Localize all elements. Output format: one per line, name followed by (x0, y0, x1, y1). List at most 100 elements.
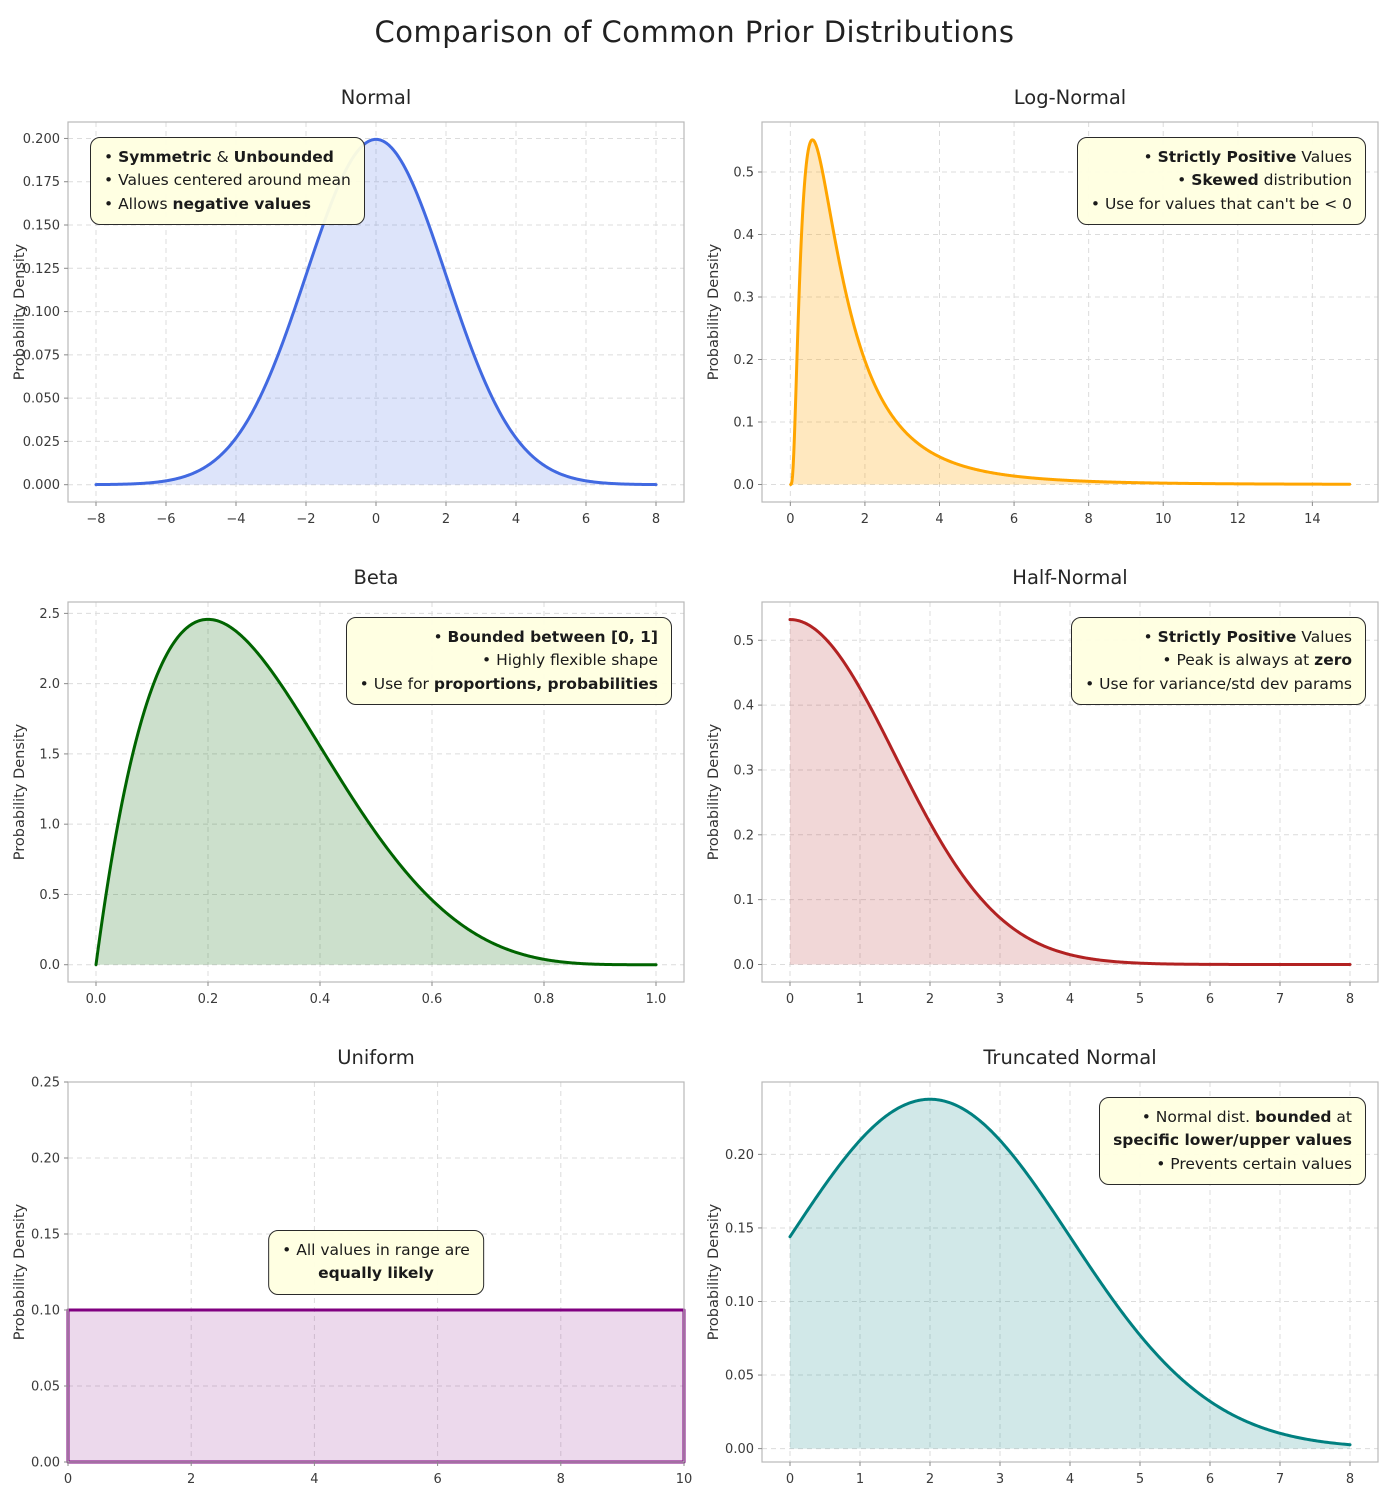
svg-text:7: 7 (1276, 992, 1284, 1007)
annotation-line: • Symmetric & Unbounded (104, 148, 334, 166)
svg-text:10: 10 (1155, 512, 1172, 527)
svg-text:0.1: 0.1 (733, 893, 754, 908)
figure-title: Comparison of Common Prior Distributions (374, 15, 1015, 49)
svg-text:0.000: 0.000 (23, 478, 60, 493)
svg-text:4: 4 (935, 512, 943, 527)
svg-text:2: 2 (442, 512, 450, 527)
svg-text:6: 6 (1206, 992, 1214, 1007)
svg-text:0.150: 0.150 (23, 219, 60, 234)
svg-text:2: 2 (861, 512, 869, 527)
y-axis-label: Probability Density (12, 243, 28, 381)
svg-text:0.00: 0.00 (725, 1442, 754, 1457)
svg-text:0.0: 0.0 (39, 958, 60, 973)
svg-text:0: 0 (372, 512, 380, 527)
svg-text:−4: −4 (226, 512, 245, 527)
subplot-title-half-normal: Half-Normal (1012, 566, 1128, 589)
svg-text:0.2: 0.2 (733, 353, 754, 368)
annotation-line: • Use for values that can't be < 0 (1090, 194, 1352, 213)
svg-text:2: 2 (926, 1472, 934, 1487)
svg-text:0.4: 0.4 (310, 992, 331, 1007)
truncated-normal-annotation-box: • Normal dist. bounded at specific lower/… (1099, 1097, 1366, 1185)
log-normal-annotation-box: • Strictly Positive Values • Skewed distr… (1076, 137, 1366, 225)
annotation-line: • Use for proportions, probabilities (359, 674, 658, 693)
svg-text:0.075: 0.075 (23, 348, 60, 363)
subplot-truncated-normal: Truncated Normal Probability Density 0 1 2… (694, 1024, 1388, 1504)
annotation-line: • Use for variance/std dev params (1085, 674, 1352, 693)
svg-text:−8: −8 (86, 512, 105, 527)
svg-text:0.10: 0.10 (31, 1304, 60, 1319)
svg-text:8: 8 (1085, 512, 1093, 527)
subplot-uniform: Uniform Probability Density 0 2 4 6 8 10 0.00 0… (0, 1024, 694, 1504)
svg-text:0: 0 (786, 512, 794, 527)
svg-text:0.5: 0.5 (39, 888, 60, 903)
subplot-title-beta: Beta (353, 566, 399, 589)
subplot-normal: Normal Probability Density −8 −6 −4 −2 0 2 4 6 8… (0, 64, 694, 544)
svg-text:2: 2 (926, 992, 934, 1007)
annotation-line: • Allows negative values (104, 194, 311, 213)
svg-text:4: 4 (1066, 992, 1074, 1007)
subplot-half-normal: Half-Normal Probability Density 0 1 2 3 4 5 6 7… (694, 544, 1388, 1024)
svg-text:0.05: 0.05 (31, 1380, 60, 1395)
svg-text:5: 5 (1136, 1472, 1144, 1487)
svg-text:8: 8 (652, 512, 660, 527)
y-axis-label: Probability Density (12, 1203, 28, 1341)
svg-text:1.0: 1.0 (646, 992, 667, 1007)
svg-text:4: 4 (512, 512, 520, 527)
svg-text:0.050: 0.050 (23, 392, 60, 407)
svg-text:0.025: 0.025 (23, 435, 60, 450)
uniform-annotation-box: • All values in range are equally likely (268, 1230, 484, 1295)
svg-text:0.5: 0.5 (733, 166, 754, 181)
subplot-title-log-normal: Log-Normal (1013, 86, 1127, 109)
y-axis-label: Probability Density (706, 723, 722, 861)
svg-text:0.1: 0.1 (733, 416, 754, 431)
y-axis-label: Probability Density (12, 723, 28, 861)
annotation-line: • Bounded between [0, 1] (433, 628, 658, 646)
svg-text:4: 4 (310, 1472, 318, 1487)
svg-text:0.05: 0.05 (725, 1369, 754, 1384)
beta-annotation-box: • Bounded between [0, 1] • Highly flexibl… (345, 617, 672, 705)
svg-text:0.0: 0.0 (733, 958, 754, 973)
annotation-line: • Skewed distribution (1177, 171, 1352, 190)
svg-text:7: 7 (1276, 1472, 1284, 1487)
annotation-line: • Peak is always at zero (1162, 651, 1352, 670)
svg-text:0.4: 0.4 (733, 699, 754, 714)
annotation-line: • Strictly Positive Values (1143, 148, 1352, 166)
svg-text:1: 1 (856, 992, 864, 1007)
subplot-log-normal: Log-Normal Probability Density 0 2 4 6 8 10 12… (694, 64, 1388, 544)
svg-text:1: 1 (856, 1472, 864, 1487)
svg-text:5: 5 (1136, 992, 1144, 1007)
svg-text:0.15: 0.15 (31, 1228, 60, 1243)
svg-text:0.6: 0.6 (422, 992, 443, 1007)
annotation-line: • Values centered around mean (104, 171, 351, 190)
svg-text:0: 0 (786, 992, 794, 1007)
svg-text:6: 6 (1206, 1472, 1214, 1487)
svg-text:10: 10 (676, 1472, 693, 1487)
annotation-line: equally likely (318, 1264, 434, 1283)
subplot-title-normal: Normal (340, 86, 412, 109)
svg-text:0.10: 0.10 (725, 1295, 754, 1310)
svg-text:4: 4 (1066, 1472, 1074, 1487)
normal-distribution-plot: −8 −6 −4 −2 0 2 4 6 8 0.000 0.025 0.050 0.075 0.100 0.… (23, 121, 685, 527)
svg-text:0.100: 0.100 (23, 305, 60, 320)
subplot-beta: Beta Probability Density 0.0 0.2 0.4 0.6 0.8… (0, 544, 694, 1024)
svg-text:3: 3 (996, 992, 1004, 1007)
svg-text:0: 0 (786, 1472, 794, 1487)
svg-text:8: 8 (557, 1472, 565, 1487)
svg-text:0.3: 0.3 (733, 291, 754, 306)
svg-text:3: 3 (996, 1472, 1004, 1487)
svg-text:0.5: 0.5 (733, 634, 754, 649)
svg-text:0.0: 0.0 (86, 992, 107, 1007)
svg-text:0.2: 0.2 (733, 828, 754, 843)
annotation-line: specific lower/upper values (1113, 1131, 1352, 1150)
truncated-normal-distribution-plot: 0 1 2 3 4 5 6 7 8 0.00 0.05 0.10 0.15 0.20 (725, 1081, 1379, 1487)
subplot-grid: Normal Probability Density −8 −6 −4 −2 0 2 4 6 8… (0, 64, 1389, 1504)
svg-text:6: 6 (433, 1472, 441, 1487)
svg-text:0.00: 0.00 (31, 1456, 60, 1471)
beta-distribution-plot: 0.0 0.2 0.4 0.6 0.8 1.0 0.0 0.5 1.0 1.5 2.0 2.5 (39, 601, 685, 1007)
normal-annotation-box: • Symmetric & Unbounded • Values centered… (90, 137, 365, 225)
subplot-title-uniform: Uniform (337, 1046, 415, 1069)
y-axis-label: Probability Density (706, 243, 722, 381)
svg-text:0.8: 0.8 (534, 992, 555, 1007)
svg-text:2: 2 (187, 1472, 195, 1487)
